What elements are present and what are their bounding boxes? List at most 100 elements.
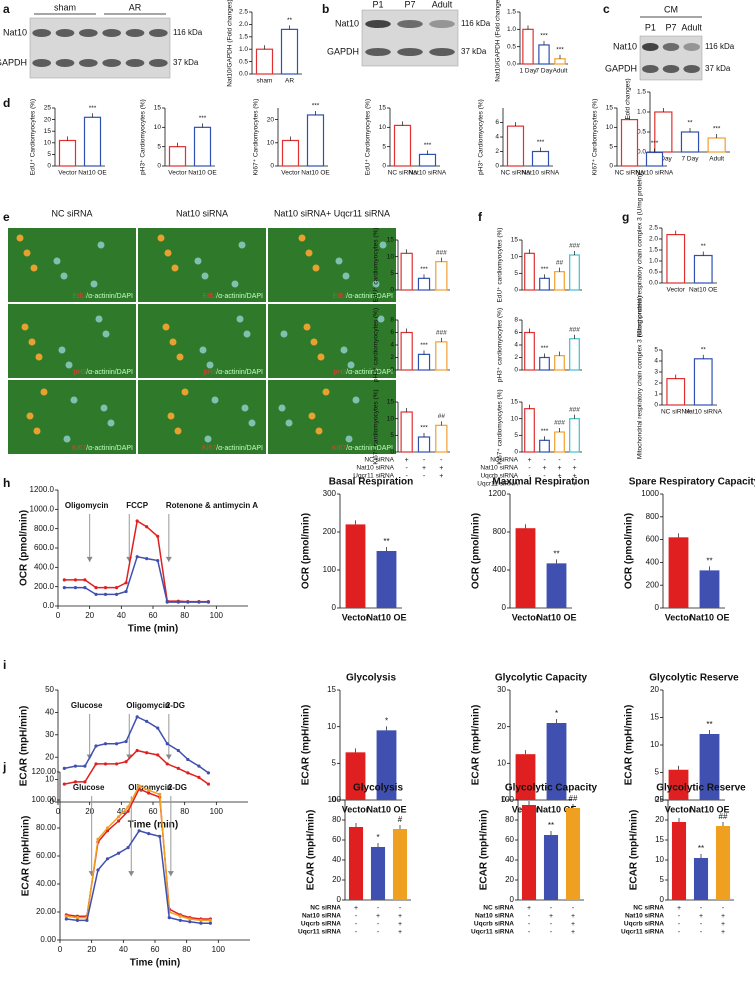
series-point (147, 832, 151, 836)
x-axis-label: Time (min) (128, 624, 178, 635)
chart-title: Spare Respiratory Capacity (629, 477, 755, 488)
y-axis-label: ECAR (mpH/min) (624, 705, 635, 786)
y-tick-label: 300 (323, 489, 337, 498)
y-tick-label: 10 (327, 722, 336, 731)
y-axis-label: pH3⁺ Cardiomyocytes (%) (140, 99, 147, 175)
significance-label: *** (89, 105, 97, 112)
panel-letter: i (3, 658, 6, 672)
nucleus (16, 234, 24, 242)
panel-letter: f (478, 210, 483, 224)
y-tick-label: 0 (337, 895, 342, 904)
nucleus (164, 249, 172, 257)
y-tick-label: 20 (505, 875, 514, 884)
x-tick-label: Vector (512, 612, 540, 622)
bar (58, 139, 77, 167)
x-tick-label: 40 (119, 945, 128, 954)
series-point (126, 846, 130, 850)
bar (193, 126, 212, 167)
condition-mark: - (423, 457, 426, 464)
condition-mark: - (528, 921, 531, 928)
condition-mark: + (699, 913, 703, 920)
bar (522, 28, 534, 65)
condition-mark: - (528, 913, 531, 920)
condition-mark: - (399, 905, 402, 912)
y-tick-label: 5 (390, 270, 394, 277)
y-tick-label: 6 (390, 329, 394, 336)
counterstain: /α-actinin/DAPI (216, 293, 263, 300)
condition-mark: - (355, 929, 358, 936)
panel-letter: d (3, 96, 10, 110)
significance-label: *** (312, 103, 320, 110)
series-point (208, 918, 213, 923)
condition-mark: - (377, 905, 380, 912)
blot-band (642, 43, 659, 51)
nucleus (379, 241, 387, 249)
y-tick-label: 20 (44, 116, 52, 123)
series-point (124, 739, 128, 744)
blot-row-label: Nat10 (335, 18, 359, 28)
nucleus (278, 404, 286, 412)
y-axis-label: Ki67⁺ cardiomyocytes (%) (373, 389, 380, 464)
condition-name: NCsiRNA (490, 457, 518, 464)
series-point (64, 917, 68, 921)
series-point (156, 726, 160, 730)
nucleus (21, 323, 29, 331)
stain-name: pH3 (333, 369, 346, 376)
nucleus (97, 241, 105, 249)
stain-name: Ki67 (72, 445, 86, 452)
nucleus (204, 435, 212, 443)
x-tick-label: 100 (212, 945, 226, 954)
series-point (105, 826, 110, 830)
blot-band (683, 65, 700, 73)
micrograph-stain-label: pH3/α-actinin/DAPI (73, 369, 133, 376)
condition-mark: + (557, 465, 561, 472)
x-tick-label: NC siRNA (615, 170, 645, 177)
x-tick-label: Nat10 OE (689, 804, 729, 814)
y-tick-label: 0.0 (43, 601, 55, 610)
series-point (135, 519, 139, 523)
blot-band (32, 29, 51, 37)
series-point (75, 918, 80, 923)
significance-label: *** (651, 140, 659, 147)
y-tick-label: 5 (157, 143, 161, 150)
bar (524, 252, 535, 291)
x-tick-label: 1 Day (520, 68, 538, 75)
condition-mark: + (572, 481, 576, 488)
panel-letter: b (322, 2, 329, 16)
y-tick-label: 15 (650, 713, 659, 722)
y-axis-label: EdU⁺ Cardiomyocytes (%) (365, 99, 372, 175)
blot-size-label: 37 kDa (173, 58, 199, 67)
series-point (165, 762, 169, 766)
significance-label: *** (199, 115, 207, 122)
blot-group-label: sham (54, 2, 76, 12)
condition-mark: + (354, 905, 358, 912)
bar (417, 277, 431, 291)
condition-mark: + (398, 929, 402, 936)
bar (715, 826, 731, 900)
bar (515, 754, 536, 800)
y-axis-label: ECAR (mpH/min) (479, 810, 490, 891)
y-axis-label: EdU⁺ Cardiomyocytes (%) (30, 99, 37, 175)
significance-label: ## (556, 259, 564, 266)
nucleus (40, 388, 48, 396)
nucleus (167, 412, 175, 420)
nucleus (30, 264, 38, 272)
nucleus (248, 419, 256, 427)
y-tick-label: 15 (387, 237, 395, 244)
y-axis-label: ECAR (mpH/min) (306, 810, 317, 891)
y-axis-label: OCR (pmol/min) (624, 513, 635, 589)
nucleus (285, 419, 293, 427)
stain-name: pH3 (203, 369, 216, 376)
y-axis-label: ECAR (mpH/min) (629, 810, 640, 891)
series-point (62, 586, 66, 590)
significance-label: ### (436, 330, 447, 337)
counterstain: /α-actinin/DAPI (216, 369, 263, 376)
condition-mark: + (572, 473, 576, 480)
injection-label: Oligomycin (65, 501, 109, 510)
condition-mark: + (571, 921, 575, 928)
y-tick-label: 15 (327, 685, 336, 694)
nucleus (60, 272, 68, 280)
stain-name: EdU (203, 293, 217, 300)
series-point (73, 578, 78, 582)
y-tick-label: 15 (511, 399, 519, 406)
